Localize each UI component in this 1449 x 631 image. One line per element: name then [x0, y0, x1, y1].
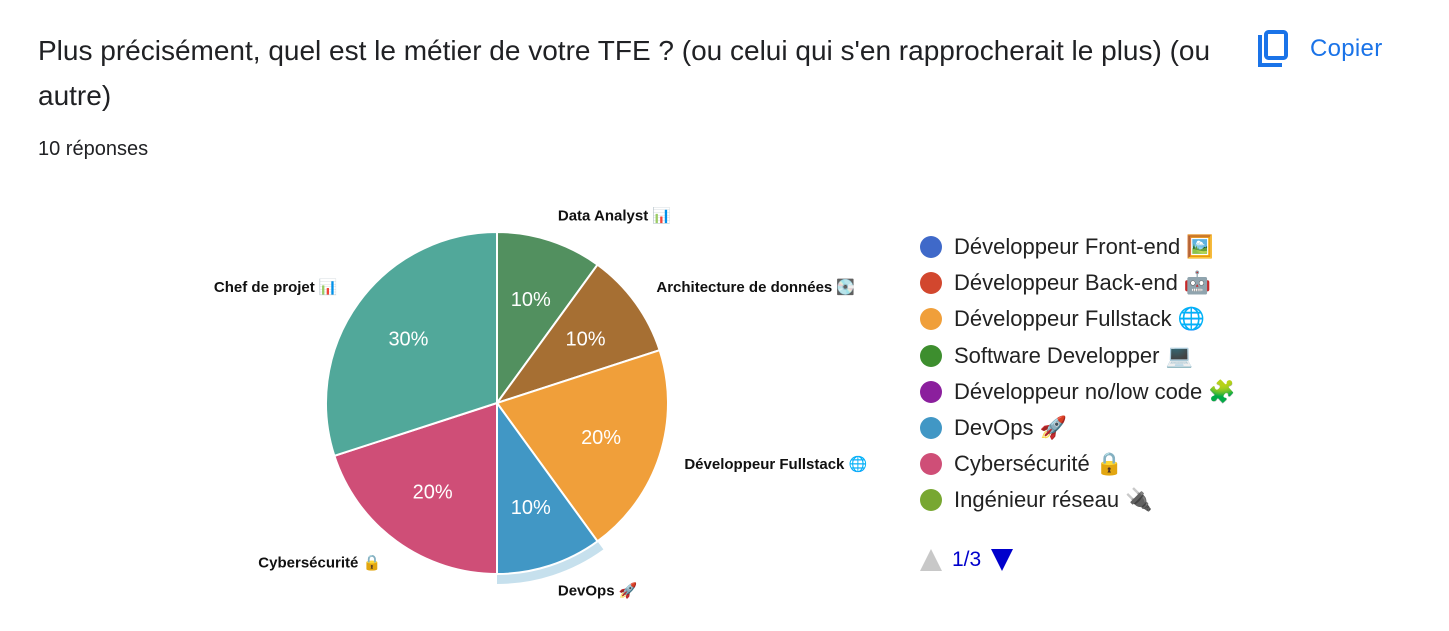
slice-percent-label: 10%	[566, 329, 606, 351]
legend-item: Développeur Fullstack 🌐	[920, 301, 1236, 337]
slice-category-label: DevOps 🚀	[558, 581, 638, 599]
pie-slice[interactable]	[325, 230, 498, 458]
legend-prev-icon[interactable]	[920, 549, 942, 571]
pie-slice[interactable]	[495, 348, 669, 543]
legend-swatch	[920, 308, 942, 331]
legend-label: Ingénieur réseau 🔌	[954, 487, 1153, 513]
legend-item: Software Developper 💻	[920, 338, 1236, 374]
legend-item: Développeur no/low code 🧩	[920, 374, 1236, 410]
legend-swatch	[920, 236, 942, 259]
pie-chart: 10% Data Analyst 📊 10% Architecture de donn…	[214, 207, 867, 600]
response-count: 10 réponses	[38, 138, 149, 160]
slice-highlight	[497, 541, 604, 584]
slice-percent-label: 20%	[581, 427, 621, 449]
slice-percent-label: 30%	[388, 329, 428, 351]
legend-label: Software Developper 💻	[954, 342, 1193, 368]
copy-button[interactable]: Copier	[1256, 26, 1383, 72]
pie-slice[interactable]	[496, 230, 599, 407]
copy-icon	[1258, 30, 1288, 67]
pie-slice[interactable]	[496, 399, 599, 576]
legend-item: Développeur Back-end 🤖	[920, 265, 1236, 301]
legend-item: Développeur Front-end 🖼️	[920, 229, 1236, 265]
slice-category-label: Développeur Fullstack 🌐	[684, 455, 867, 473]
legend-label: Développeur Front-end 🖼️	[954, 234, 1214, 260]
legend-item: Ingénieur réseau 🔌	[920, 482, 1236, 518]
pie-slice[interactable]	[494, 263, 661, 405]
legend-page-indicator: 1/3	[952, 548, 982, 571]
legend-pager: 1/3	[920, 548, 1014, 572]
legend-swatch	[920, 344, 942, 367]
legend-next-icon[interactable]	[991, 549, 1014, 571]
legend-label: Développeur Back-end 🤖	[954, 270, 1212, 296]
slice-category-label: Data Analyst 📊	[558, 207, 671, 225]
legend-swatch	[920, 489, 942, 512]
legend-swatch	[920, 453, 942, 476]
slice-category-label: Cybersécurité 🔒	[258, 554, 381, 571]
legend-label: Cybersécurité 🔒	[954, 451, 1124, 477]
question-title: Plus précisément, quel est le métier de …	[38, 35, 1211, 111]
chart-legend: Développeur Front-end 🖼️ Développeur Back…	[920, 229, 1236, 519]
legend-swatch	[920, 272, 942, 295]
legend-label: Développeur no/low code 🧩	[954, 378, 1236, 404]
legend-swatch	[920, 417, 942, 440]
legend-item: DevOps 🚀	[920, 410, 1236, 446]
slice-percent-label: 10%	[511, 289, 551, 311]
legend-item: Cybersécurité 🔒	[920, 446, 1236, 482]
copy-label: Copier	[1310, 35, 1383, 62]
slice-percent-label: 10%	[511, 497, 551, 519]
legend-label: Développeur Fullstack 🌐	[954, 306, 1206, 332]
legend-swatch	[920, 380, 942, 403]
legend-label: DevOps 🚀	[954, 415, 1067, 441]
pie-slice[interactable]	[333, 401, 498, 576]
slice-category-label: Architecture de données 💽	[656, 278, 855, 296]
slice-category-label: Chef de projet 📊	[214, 278, 338, 296]
slice-percent-label: 20%	[413, 482, 453, 504]
